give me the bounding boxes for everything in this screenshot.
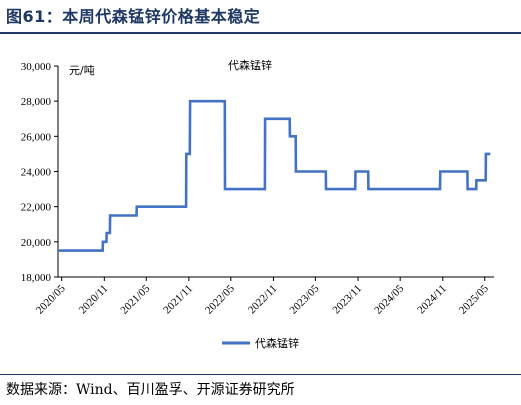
y-tick-label: 24,000	[21, 167, 52, 179]
x-tick-label: 2025/05	[457, 282, 491, 316]
chart-legend: 代森锰锌	[222, 336, 299, 350]
x-tick-label: 2021/05	[118, 282, 152, 316]
chart-axes	[57, 66, 494, 278]
x-tick-label: 2023/11	[330, 283, 364, 317]
series-line	[58, 99, 491, 252]
y-tick-label: 28,000	[21, 96, 52, 108]
source-note: 数据来源：Wind、百川盈孚、开源证券研究所	[6, 382, 295, 398]
x-tick-label: 2021/11	[161, 283, 195, 317]
y-tick-label: 26,000	[21, 131, 52, 143]
x-tick-label: 2020/11	[77, 283, 111, 317]
chart-title: 代森锰锌	[228, 58, 272, 72]
title-divider	[0, 32, 521, 34]
x-tick-label: 2024/05	[372, 282, 406, 316]
y-axis-unit: 元/吨	[69, 64, 95, 77]
x-tick-label: 2023/05	[288, 282, 322, 316]
legend-label: 代森锰锌	[255, 336, 299, 350]
line-chart: 18,000 20,000 22,000 24,000 26,000 28,000 30,0…	[21, 58, 494, 350]
x-tick-label: 2022/11	[246, 283, 280, 317]
y-tick-label: 20,000	[21, 237, 52, 249]
source-divider	[0, 374, 521, 375]
figure-title: 图61：本周代森锰锌价格基本稳定	[6, 7, 261, 26]
x-tick-label: 2020/05	[34, 282, 68, 316]
x-tick-label: 2024/11	[415, 283, 449, 317]
chart-series	[58, 99, 491, 252]
x-tick-label: 2022/05	[203, 282, 237, 316]
y-tick-label: 30,000	[21, 61, 52, 73]
y-tick-label: 18,000	[21, 272, 52, 284]
y-tick-label: 22,000	[21, 202, 52, 214]
